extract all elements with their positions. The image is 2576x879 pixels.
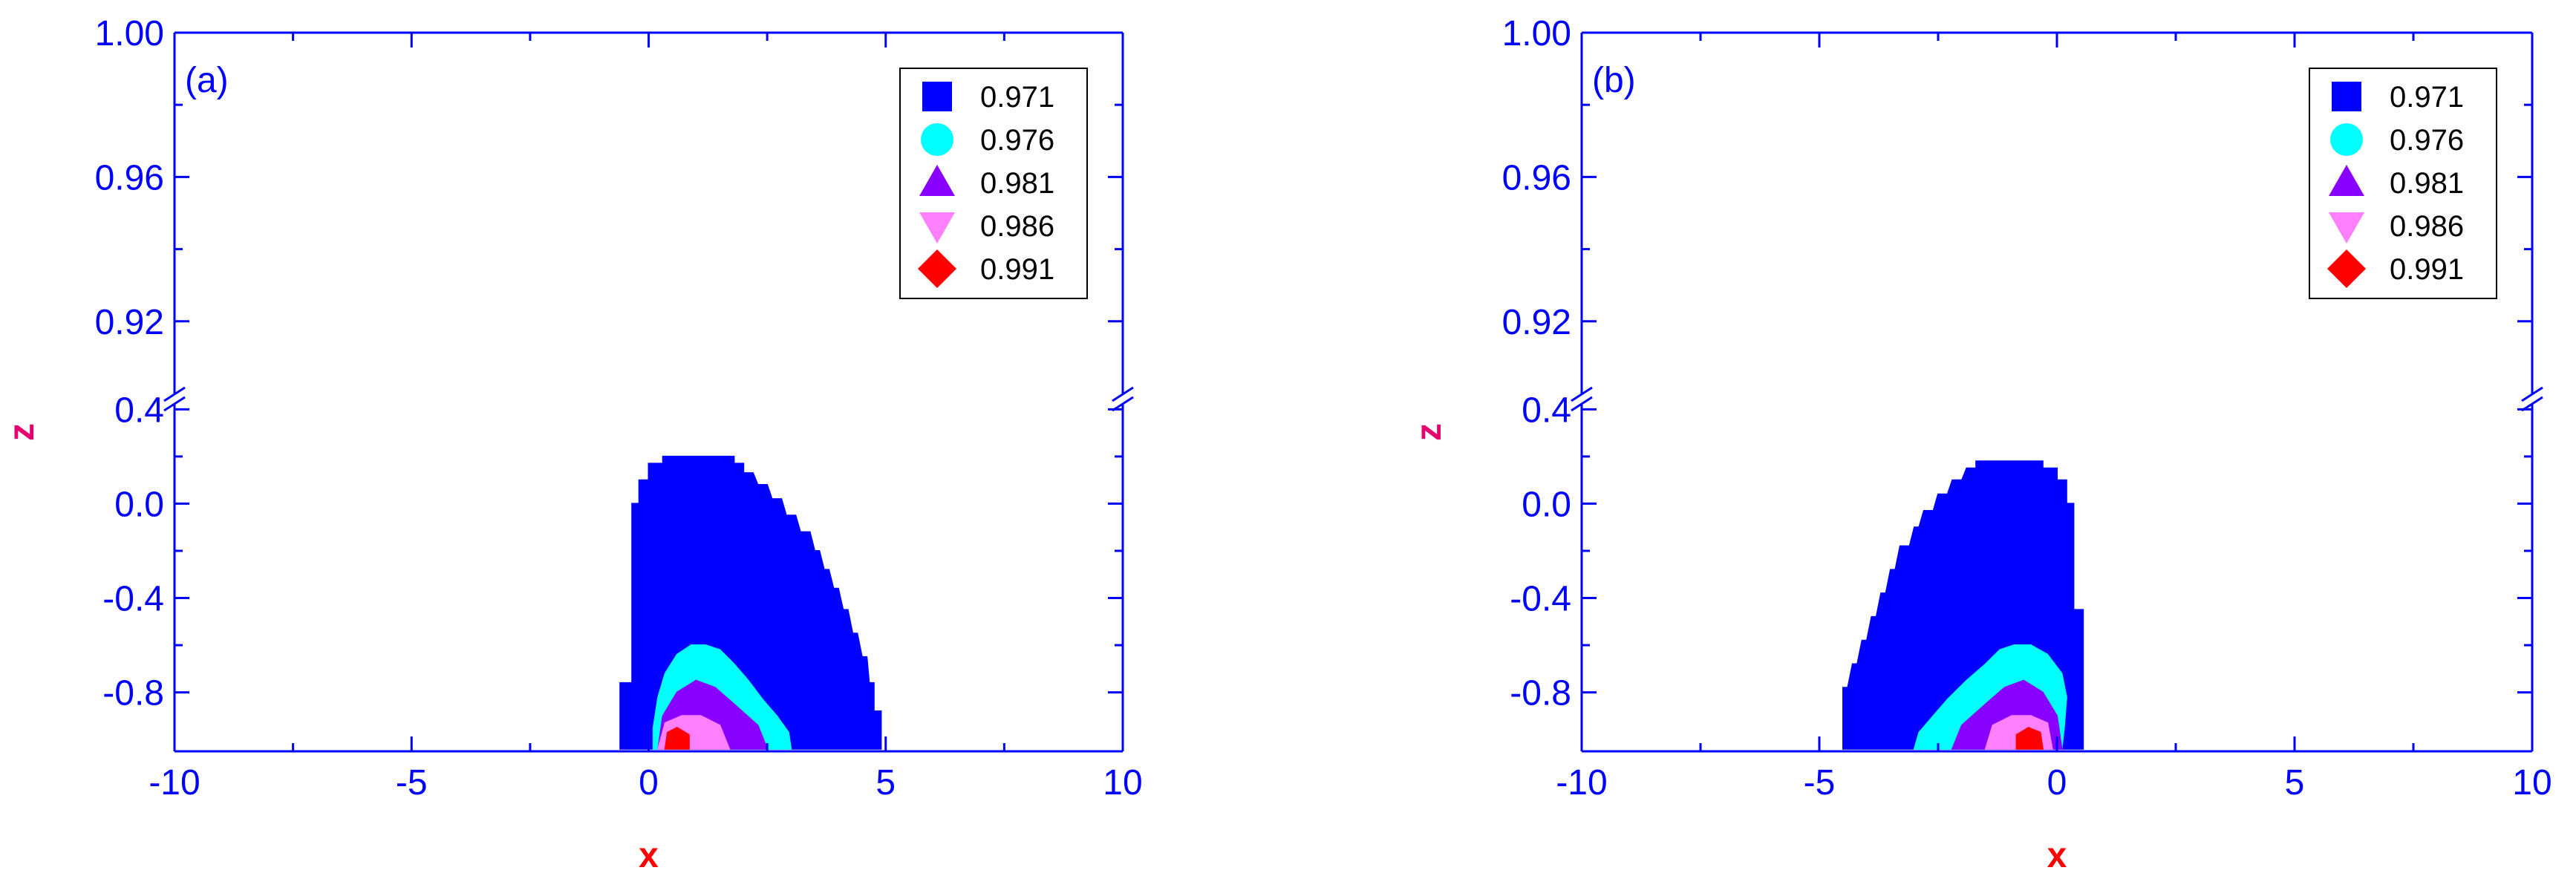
data-layer [1842,460,2084,750]
legend-label: 0.976 [980,124,1054,157]
panel-b: -10 -5 0 5 10 1.00 0.96 0.92 0.4 0.0 -0.4 -0.8 x z (b)… [1409,14,2552,875]
axis-break-mark [163,386,186,412]
legend-marker-circle [2330,123,2363,156]
x-tick-label: 5 [875,763,896,803]
y-tick-label: 0.92 [1502,303,1571,342]
legend-label: 0.986 [2390,210,2464,243]
legend-marker-diamond [2327,249,2366,288]
legend-label: 0.981 [980,167,1054,200]
panel-label: (a) [185,61,229,100]
y-tick-label: 0.4 [114,391,164,430]
legend-label: 0.976 [2390,124,2464,157]
x-tick-label: -5 [396,763,428,803]
x-tick-label: 10 [1103,763,1142,803]
y-tick-label: 0.92 [95,303,164,342]
legend-label: 0.991 [2390,253,2464,286]
legend-marker-diamond [918,249,956,288]
x-tick-label: 10 [2512,763,2551,803]
legend-marker-circle [921,123,953,156]
y-tick-label: 0.96 [95,158,164,197]
legend: 0.971 0.976 0.981 0.986 0.991 [899,68,1088,299]
y-tick-label: 0.0 [114,485,164,524]
y-tick-label: 0.0 [1522,485,1571,524]
legend-marker-triangle-down [919,212,955,244]
x-tick-label: -10 [149,763,200,803]
y-axis-title: z [1409,423,1449,441]
series-region-0.991 [2015,727,2044,750]
x-tick-label: 0 [639,763,659,803]
series-region-0.991 [664,727,690,750]
x-tick-label: 0 [2047,763,2067,803]
legend: 0.971 0.976 0.981 0.986 0.991 [2309,68,2497,299]
legend-marker-square [922,82,952,111]
y-tick-label: -0.8 [1510,674,1571,713]
legend-marker-triangle-up [2329,165,2364,196]
legend-marker-triangle-down [2329,212,2364,244]
x-axis-title: x [639,836,659,875]
x-tick-label: -10 [1556,763,1607,803]
axis-break-mark [1570,386,1594,412]
x-tick-label: 5 [2285,763,2305,803]
legend-label: 0.986 [980,210,1054,243]
panel-label: (b) [1592,61,1636,100]
data-layer [619,455,882,750]
legend-label: 0.991 [980,253,1054,286]
legend-label: 0.981 [2390,167,2464,200]
legend-marker-triangle-up [919,165,955,196]
legend-label: 0.971 [2390,81,2464,114]
y-tick-label: -0.8 [102,674,164,713]
legend-label: 0.971 [980,81,1054,114]
y-tick-label: 0.96 [1502,158,1571,197]
y-tick-label: -0.4 [102,580,164,619]
y-tick-label: 1.00 [95,14,164,53]
legend-marker-square [2332,82,2361,111]
panel-a: -10 -5 0 5 10 1.00 0.96 0.92 0.4 0.0 -0.4 -0.8 x z (a)… [2,14,1143,875]
y-axis-title: z [2,423,42,441]
y-tick-label: 1.00 [1502,14,1571,53]
y-tick-label: 0.4 [1522,391,1571,430]
y-tick-label: -0.4 [1510,580,1571,619]
x-axis-title: x [2047,836,2067,875]
x-tick-label: -5 [1804,763,1836,803]
